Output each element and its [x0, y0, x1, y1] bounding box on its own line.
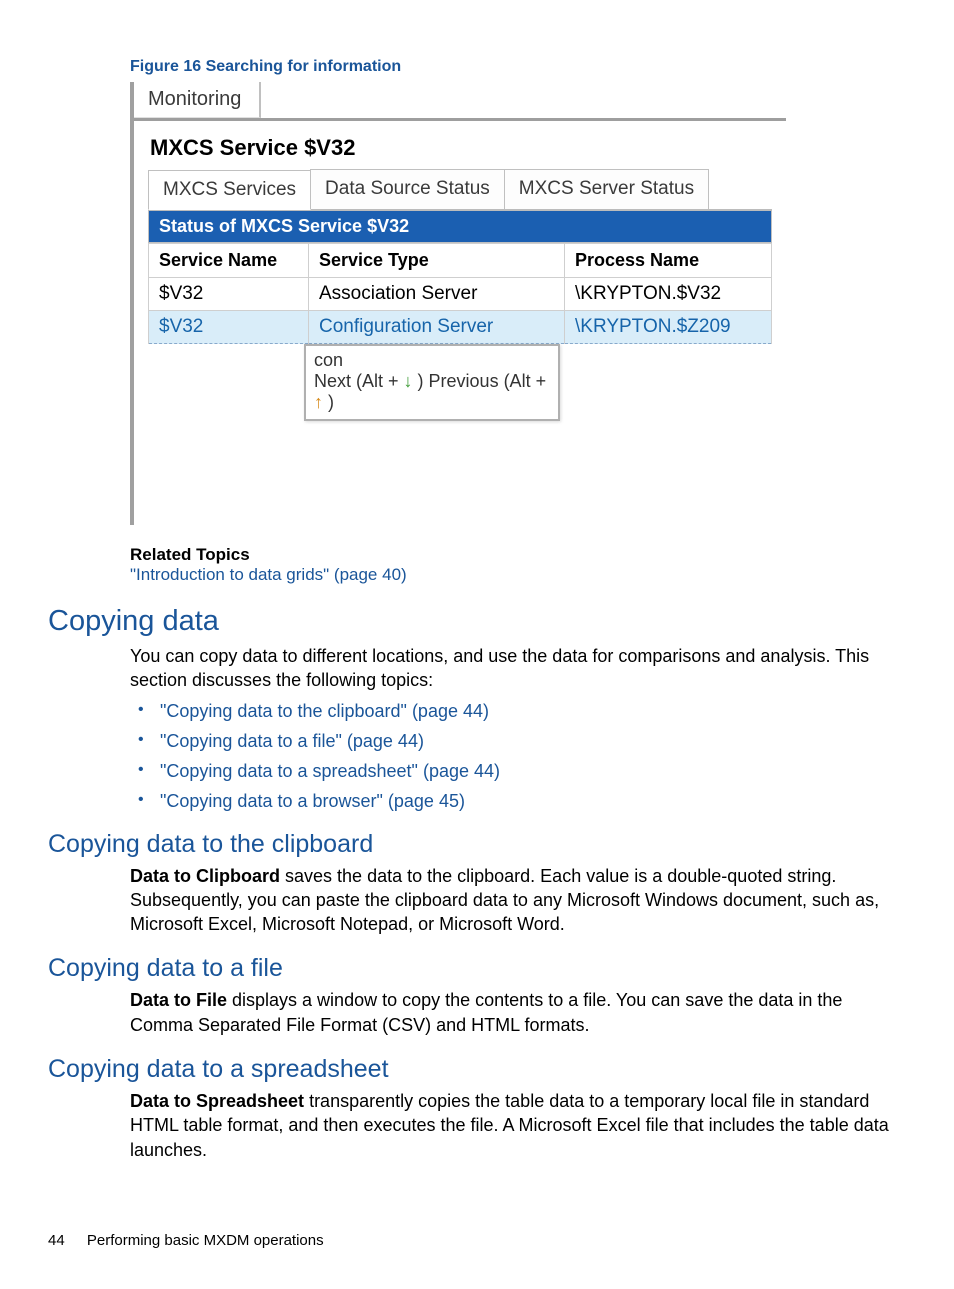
heading-file: Copying data to a file — [48, 954, 906, 983]
related-topics-link[interactable]: "Introduction to data grids" (page 40) — [130, 565, 906, 585]
footer-section: Performing basic MXDM operations — [87, 1232, 324, 1249]
search-popup[interactable]: con Next (Alt + ↓ ) Previous (Alt + ↑ ) — [304, 344, 560, 421]
topic-bullets: "Copying data to the clipboard" (page 44… — [130, 701, 906, 812]
heading-clipboard: Copying data to the clipboard — [48, 830, 906, 859]
page-footer: 44 Performing basic MXDM operations — [48, 1232, 906, 1249]
link-copying-spreadsheet[interactable]: "Copying data to a spreadsheet" (page 44… — [160, 761, 906, 782]
section-header: Status of MXCS Service $V32 — [148, 211, 772, 243]
heading-spreadsheet: Copying data to a spreadsheet — [48, 1055, 906, 1084]
col-process-name[interactable]: Process Name — [565, 244, 772, 278]
col-service-type[interactable]: Service Type — [309, 244, 565, 278]
col-service-name[interactable]: Service Name — [149, 244, 309, 278]
para-file-body: displays a window to copy the contents t… — [130, 990, 842, 1034]
heading-copying-data: Copying data — [48, 605, 906, 638]
table-row-selected[interactable]: $V32 Configuration Server \KRYPTON.$Z209 — [149, 311, 772, 344]
tab-mxcs-server-status[interactable]: MXCS Server Status — [504, 169, 709, 209]
term-data-to-clipboard: Data to Clipboard — [130, 866, 280, 886]
table-header-row: Service Name Service Type Process Name — [149, 244, 772, 278]
tab-data-source-status[interactable]: Data Source Status — [310, 169, 505, 209]
cell-service-name: $V32 — [149, 278, 309, 311]
intro-paragraph: You can copy data to different locations… — [130, 644, 906, 693]
figure-caption: Figure 16 Searching for information — [130, 58, 906, 76]
tab-mxcs-services[interactable]: MXCS Services — [148, 170, 311, 210]
term-data-to-spreadsheet: Data to Spreadsheet — [130, 1091, 304, 1111]
para-spreadsheet: Data to Spreadsheet transparently copies… — [130, 1089, 906, 1162]
search-query: con — [314, 350, 550, 371]
para-file: Data to File displays a window to copy t… — [130, 988, 906, 1037]
link-copying-browser[interactable]: "Copying data to a browser" (page 45) — [160, 791, 906, 812]
cell-process-name: \KRYPTON.$Z209 — [565, 311, 772, 344]
status-table: Service Name Service Type Process Name $… — [148, 243, 772, 344]
arrow-down-icon: ↓ — [404, 371, 413, 391]
term-data-to-file: Data to File — [130, 990, 227, 1010]
cell-service-type: Configuration Server — [309, 311, 565, 344]
tab-monitoring[interactable]: Monitoring — [134, 82, 261, 118]
search-nav-hints: Next (Alt + ↓ ) Previous (Alt + ↑ ) — [314, 371, 550, 413]
link-copying-file[interactable]: "Copying data to a file" (page 44) — [160, 731, 906, 752]
para-clipboard: Data to Clipboard saves the data to the … — [130, 864, 906, 937]
next-end: ) — [413, 371, 424, 391]
screenshot-panel: Monitoring MXCS Service $V32 MXCS Servic… — [130, 82, 786, 525]
related-topics-head: Related Topics — [130, 545, 906, 565]
mxcs-panel: MXCS Service $V32 MXCS Services Data Sou… — [134, 118, 786, 525]
related-topics: Related Topics "Introduction to data gri… — [130, 545, 906, 585]
cell-process-name: \KRYPTON.$V32 — [565, 278, 772, 311]
arrow-up-icon: ↑ — [314, 392, 323, 412]
next-label: Next (Alt + — [314, 371, 404, 391]
inner-tabs: MXCS Services Data Source Status MXCS Se… — [148, 169, 772, 211]
prev-label: Previous (Alt + — [424, 371, 547, 391]
table-row[interactable]: $V32 Association Server \KRYPTON.$V32 — [149, 278, 772, 311]
page-number: 44 — [48, 1232, 65, 1249]
cell-service-type: Association Server — [309, 278, 565, 311]
link-copying-clipboard[interactable]: "Copying data to the clipboard" (page 44… — [160, 701, 906, 722]
cell-service-name: $V32 — [149, 311, 309, 344]
panel-title: MXCS Service $V32 — [148, 131, 772, 169]
prev-end: ) — [323, 392, 334, 412]
